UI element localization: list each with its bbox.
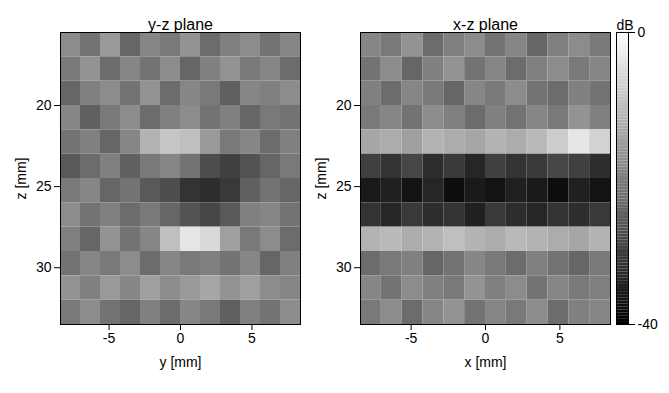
svg-text:0: 0	[638, 24, 646, 40]
svg-text:-5: -5	[405, 330, 418, 346]
svg-text:y-z plane: y-z plane	[148, 16, 213, 33]
svg-text:30: 30	[36, 259, 52, 275]
svg-text:5: 5	[556, 330, 564, 346]
svg-text:30: 30	[336, 259, 352, 275]
svg-text:-5: -5	[103, 330, 116, 346]
svg-text:20: 20	[36, 97, 52, 113]
svg-text:25: 25	[336, 178, 352, 194]
svg-text:z [mm]: z [mm]	[13, 158, 29, 200]
svg-text:z [mm]: z [mm]	[313, 158, 329, 200]
svg-text:y [mm]: y [mm]	[160, 354, 202, 370]
svg-text:-40: -40	[638, 316, 658, 332]
svg-text:x-z plane: x-z plane	[453, 16, 518, 33]
svg-text:5: 5	[248, 330, 256, 346]
svg-text:25: 25	[36, 178, 52, 194]
svg-text:20: 20	[336, 97, 352, 113]
svg-text:0: 0	[177, 330, 185, 346]
svg-text:x [mm]: x [mm]	[465, 354, 507, 370]
svg-text:0: 0	[482, 330, 490, 346]
svg-text:dB: dB	[617, 17, 634, 33]
